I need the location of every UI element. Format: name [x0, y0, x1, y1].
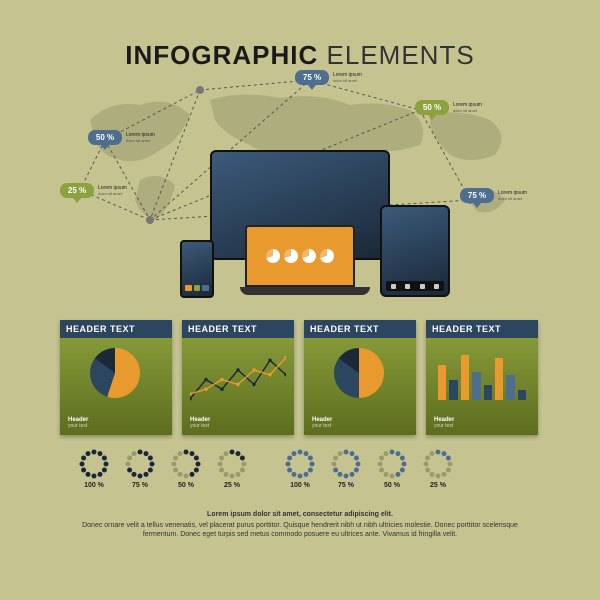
- loader-label: 50 %: [178, 482, 194, 489]
- svg-text:dolor sit amet: dolor sit amet: [98, 191, 123, 196]
- panel-footer: Headeryour text: [434, 417, 454, 429]
- dot-loader: 25 %: [424, 450, 452, 489]
- panel-footer: Headeryour text: [190, 417, 210, 429]
- title-strong: INFOGRAPHIC: [125, 40, 318, 70]
- tablet-device: [380, 205, 450, 297]
- panel-header: HEADER TEXT: [304, 320, 416, 338]
- panel-header: HEADER TEXT: [60, 320, 172, 338]
- dot-loader: 50 %: [172, 450, 200, 489]
- dot-loader: 75 %: [332, 450, 360, 489]
- svg-text:dolor sit amet: dolor sit amet: [453, 108, 478, 113]
- devices-cluster: [150, 150, 450, 300]
- svg-text:50 %: 50 %: [423, 103, 441, 112]
- chart-panel: HEADER TEXT Headeryour text: [60, 320, 172, 435]
- laptop-base: [240, 287, 370, 295]
- panel-body: [182, 338, 294, 408]
- dot-loader: 100 %: [286, 450, 314, 489]
- svg-text:dolor sit amet: dolor sit amet: [498, 196, 523, 201]
- pie-icon: [302, 249, 316, 263]
- panel-header: HEADER TEXT: [182, 320, 294, 338]
- panel-footer: Headeryour text: [68, 417, 88, 429]
- loader-label: 25 %: [224, 482, 240, 489]
- svg-text:25 %: 25 %: [68, 186, 86, 195]
- phone-device: [180, 240, 214, 298]
- footer-text: Lorem ipsum dolor sit amet, consectetur …: [80, 510, 520, 539]
- loader-group: 100 % 75 % 50 % 25 %: [286, 450, 452, 489]
- chart-panel: HEADER TEXT Headeryour text: [426, 320, 538, 435]
- title-light: ELEMENTS: [327, 40, 475, 70]
- page-title: INFOGRAPHIC ELEMENTS: [0, 40, 600, 71]
- pie-icon: [266, 249, 280, 263]
- loader-group: 100 % 75 % 50 % 25 %: [80, 450, 246, 489]
- dot-loader: 50 %: [378, 450, 406, 489]
- footer-lead: Lorem ipsum dolor sit amet, consectetur …: [80, 510, 520, 519]
- dot-loader: 25 %: [218, 450, 246, 489]
- tablet-toolbar: [386, 281, 444, 291]
- phone-buttons: [185, 285, 209, 293]
- panel-body: [304, 338, 416, 408]
- pie-icon: [284, 249, 298, 263]
- svg-text:75 %: 75 %: [303, 73, 321, 82]
- loader-label: 100 %: [290, 482, 310, 489]
- svg-text:dolor sit amet: dolor sit amet: [333, 78, 358, 83]
- pie-icon: [320, 249, 334, 263]
- panel-header: HEADER TEXT: [426, 320, 538, 338]
- svg-text:75 %: 75 %: [468, 191, 486, 200]
- chart-panels: HEADER TEXT Headeryour text HEADER TEXT Hea…: [60, 320, 538, 435]
- footer-body: Donec ornare velit a tellus venenatis, v…: [82, 522, 518, 538]
- loader-label: 25 %: [430, 482, 446, 489]
- svg-text:50 %: 50 %: [96, 133, 114, 142]
- panel-body: [426, 338, 538, 408]
- chart-panel: HEADER TEXT Headeryour text: [304, 320, 416, 435]
- dot-loaders: 100 % 75 % 50 % 25 % 100 % 75 % 50 % 25 %: [80, 450, 452, 489]
- loader-label: 75 %: [132, 482, 148, 489]
- dot-loader: 100 %: [80, 450, 108, 489]
- loader-label: 100 %: [84, 482, 104, 489]
- svg-text:dolor sit amet: dolor sit amet: [126, 138, 151, 143]
- loader-label: 75 %: [338, 482, 354, 489]
- laptop-screen: [245, 225, 355, 287]
- laptop-device: [240, 225, 360, 295]
- panel-body: [60, 338, 172, 408]
- panel-footer: Headeryour text: [312, 417, 332, 429]
- loader-label: 50 %: [384, 482, 400, 489]
- dot-loader: 75 %: [126, 450, 154, 489]
- chart-panel: HEADER TEXT Headeryour text: [182, 320, 294, 435]
